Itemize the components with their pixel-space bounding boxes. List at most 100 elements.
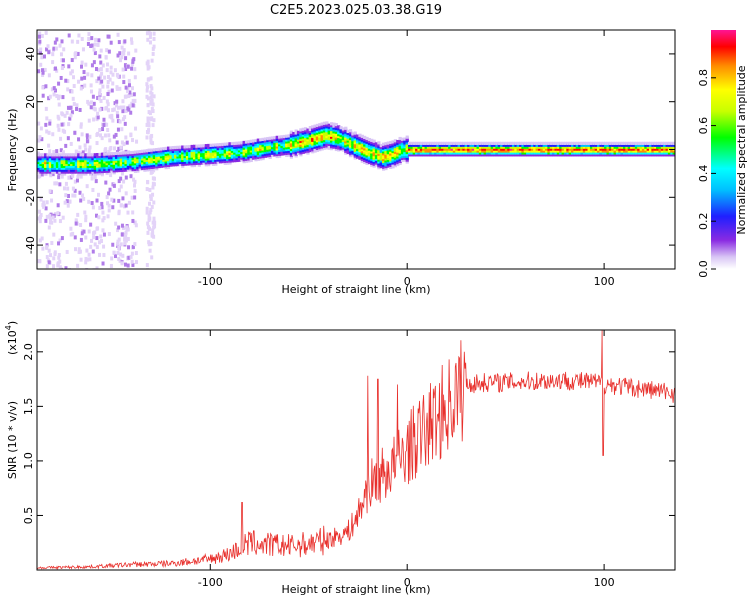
heatmap-cell <box>107 167 112 171</box>
heatmap-cell <box>202 149 206 154</box>
heatmap-cell <box>391 159 395 163</box>
heatmap-cell <box>651 147 655 151</box>
heatmap-cell <box>124 67 128 72</box>
heatmap-cell <box>159 149 164 153</box>
heatmap-cell <box>102 253 106 258</box>
heatmap-cell <box>304 129 308 133</box>
heatmap-cell <box>462 141 466 145</box>
heatmap-cell <box>573 151 577 155</box>
heatmap-cell <box>129 132 133 137</box>
heatmap-cell <box>105 48 109 53</box>
heatmap-cell <box>124 56 128 61</box>
heatmap-cell <box>192 161 197 166</box>
snr-ytick-label: 1.5 <box>22 398 35 416</box>
heatmap-cell <box>552 143 556 147</box>
heatmap-cell <box>450 153 454 157</box>
heatmap-cell <box>96 153 100 157</box>
heatmap-cell <box>240 143 244 147</box>
heatmap-cell <box>348 140 353 144</box>
heatmap-cell <box>53 170 57 174</box>
heatmap-cell <box>639 145 643 149</box>
heatmap-cell <box>57 116 61 121</box>
heatmap-cell <box>152 157 156 162</box>
heatmap-cell <box>318 126 322 131</box>
heatmap-cell <box>561 151 565 155</box>
heatmap-cell <box>256 140 260 144</box>
heatmap-cell <box>117 165 121 169</box>
snr-series-line <box>37 330 675 570</box>
heatmap-cell <box>585 153 589 157</box>
heatmap-cell <box>51 164 55 168</box>
heatmap-cell <box>254 144 258 148</box>
heatmap-cell <box>322 142 327 146</box>
heatmap-cell <box>110 163 114 167</box>
heatmap-cell <box>131 160 135 164</box>
heatmap-cell <box>374 148 379 152</box>
heatmap-cell <box>334 134 338 138</box>
heatmap-cell <box>118 51 122 56</box>
heatmap-cell <box>287 145 291 150</box>
heatmap-cell <box>136 165 140 169</box>
heatmap-cell <box>311 150 315 154</box>
heatmap-cell <box>216 143 220 147</box>
heatmap-cell <box>74 149 78 154</box>
heatmap-cell <box>235 143 239 147</box>
heatmap-cell <box>575 145 579 149</box>
heatmap-cell <box>537 151 542 155</box>
heatmap-cell <box>70 172 74 177</box>
heatmap-cell <box>98 252 102 257</box>
heatmap-cell <box>270 151 275 155</box>
heatmap-cell <box>597 143 601 147</box>
heatmap-cell <box>568 151 572 155</box>
heatmap-cell <box>500 153 504 157</box>
heatmap-cell <box>273 143 277 147</box>
heatmap-cell <box>155 159 159 163</box>
heatmap-cell <box>613 149 617 153</box>
heatmap-cell <box>228 155 232 159</box>
heatmap-cell <box>152 118 156 123</box>
heatmap-cell <box>190 156 194 160</box>
heatmap-cell <box>431 145 435 149</box>
heatmap-cell <box>275 147 279 151</box>
heatmap-cell <box>43 67 47 72</box>
heatmap-cell <box>70 89 74 94</box>
heatmap-cell <box>233 151 237 155</box>
heatmap-cell <box>289 142 294 146</box>
heatmap-cell <box>344 126 348 130</box>
heatmap-cell <box>261 153 265 157</box>
heatmap-cell <box>459 141 464 145</box>
heatmap-cell <box>393 139 398 143</box>
heatmap-cell <box>403 141 407 145</box>
heatmap-cell <box>73 130 77 135</box>
heatmap-cell <box>192 146 197 150</box>
heatmap-cell <box>296 149 301 154</box>
heatmap-cell <box>514 141 518 145</box>
heatmap-cell <box>37 168 41 172</box>
heatmap-cell <box>618 141 622 145</box>
heatmap-cell <box>537 147 542 151</box>
heatmap-cell <box>46 153 50 157</box>
heatmap-cell <box>197 146 201 150</box>
heatmap-cell <box>98 88 102 93</box>
heatmap-cell <box>278 150 282 154</box>
heatmap-cell <box>152 36 156 41</box>
heatmap-cell <box>192 152 197 156</box>
heatmap-cell <box>280 142 284 147</box>
heatmap-cell <box>61 215 65 220</box>
heatmap-cell <box>641 141 646 145</box>
heatmap-cell <box>249 143 253 147</box>
heatmap-cell <box>66 105 70 110</box>
heatmap-cell <box>497 151 501 155</box>
heatmap-cell <box>341 140 346 144</box>
heatmap-cell <box>38 39 42 44</box>
heatmap-cell <box>417 153 421 157</box>
heatmap-cell <box>495 143 499 147</box>
heatmap-cell <box>554 151 558 155</box>
heatmap-cell <box>149 76 153 81</box>
heatmap-cell <box>252 152 256 156</box>
heatmap-cell <box>547 145 551 149</box>
heatmap-cell <box>117 225 121 230</box>
heatmap-cell <box>330 124 334 128</box>
heatmap-cell <box>372 152 376 157</box>
heatmap-cell <box>611 149 615 153</box>
